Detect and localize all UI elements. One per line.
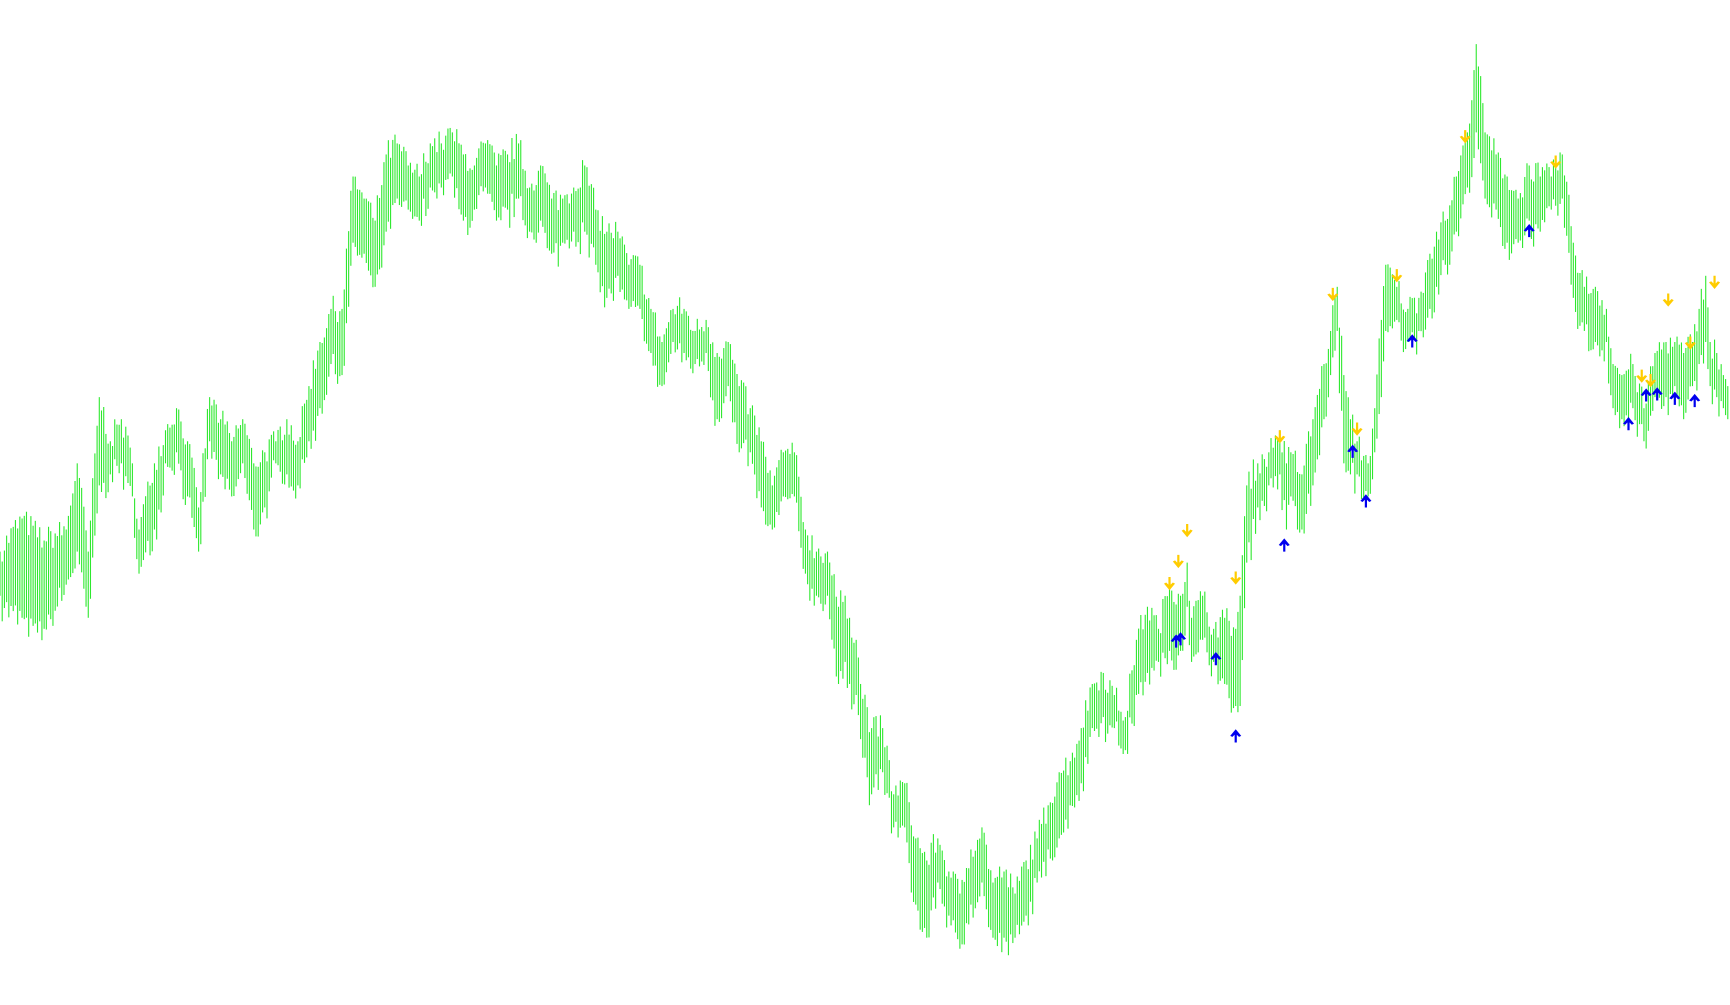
buy-arrow-up-icon	[1669, 391, 1681, 405]
bars-layer	[0, 44, 1729, 956]
sell-arrow-down-icon	[1327, 287, 1339, 302]
sell-arrow-down-icon	[1391, 269, 1403, 283]
buy-arrow-up-icon	[1347, 444, 1359, 458]
buy-arrow-up-icon	[1651, 387, 1663, 401]
sell-arrow-down-icon	[1351, 422, 1363, 436]
sell-arrow-down-icon	[1181, 524, 1193, 538]
sell-arrow-down-icon	[1172, 554, 1184, 569]
sell-arrow-down-icon	[1163, 576, 1176, 591]
sell-arrow-down-icon	[1645, 373, 1657, 388]
buy-arrow-up-icon	[1640, 388, 1652, 402]
sell-arrow-down-icon	[1709, 275, 1721, 290]
buy-arrow-up-icon	[1175, 632, 1187, 646]
buy-arrow-up-icon	[1523, 223, 1535, 238]
buy-arrow-up-icon	[1230, 729, 1242, 743]
buy-arrow-up-icon	[1210, 651, 1222, 666]
sell-arrow-down-icon	[1684, 336, 1696, 350]
sell-arrow-down-icon	[1550, 155, 1562, 169]
buy-arrow-up-icon	[1406, 334, 1418, 348]
arrows-layer	[1163, 130, 1721, 743]
sell-arrow-down-icon	[1662, 293, 1674, 307]
buy-arrow-up-icon	[1360, 494, 1372, 508]
sell-arrow-down-icon	[1636, 369, 1648, 383]
buy-arrow-up-icon	[1622, 417, 1635, 431]
buy-arrow-up-icon	[1689, 393, 1701, 408]
sell-arrow-down-icon	[1230, 571, 1242, 585]
buy-arrow-up-icon	[1278, 538, 1290, 552]
sell-arrow-down-icon	[1459, 130, 1471, 144]
